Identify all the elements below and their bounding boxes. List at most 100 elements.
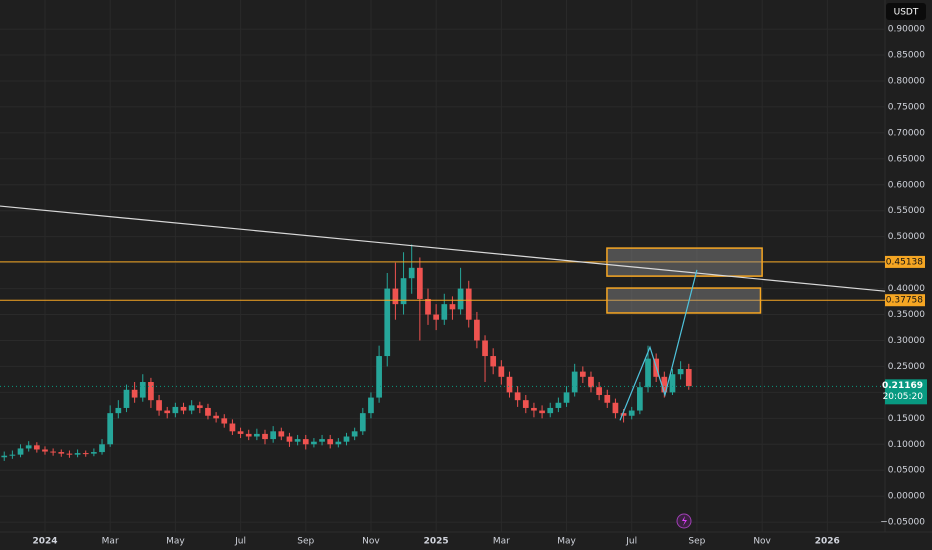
candle-body <box>620 413 627 416</box>
candle-body <box>25 445 32 449</box>
candle-body <box>1 455 8 458</box>
candle-body <box>66 453 73 455</box>
y-tick-label: 0.85000 <box>888 51 925 61</box>
candle-body <box>604 394 611 403</box>
candle-body <box>645 358 651 388</box>
candle-body <box>180 406 187 411</box>
trend-line <box>0 205 886 292</box>
candle-body <box>221 418 228 424</box>
y-tick-label: 0.00000 <box>888 492 925 502</box>
candle-body <box>628 410 635 416</box>
candle-body <box>270 431 277 440</box>
candle-body <box>563 392 570 403</box>
candle-body <box>115 407 122 414</box>
y-tick-label: 0.05000 <box>888 466 925 476</box>
candle-body <box>33 445 40 450</box>
y-tick-label: 0.70000 <box>888 128 925 138</box>
candle-body <box>58 452 65 454</box>
x-tick-label: Nov <box>362 537 380 547</box>
y-tick-label: 0.60000 <box>888 180 925 190</box>
candle-body <box>539 410 545 414</box>
y-tick-label: 0.35000 <box>888 310 925 320</box>
currency: USDT <box>894 8 919 18</box>
x-tick-label: 2026 <box>815 537 840 547</box>
candle-body <box>131 389 138 398</box>
candle-body <box>229 423 236 432</box>
candle-body <box>425 298 431 315</box>
x-tick-label: Nov <box>753 537 771 547</box>
candle-body <box>368 397 374 414</box>
last-price-badge <box>885 379 927 405</box>
candle-body <box>9 454 16 456</box>
candle-body <box>376 356 382 398</box>
candle-body <box>91 452 97 454</box>
candle-body <box>42 449 48 452</box>
candle-body <box>522 400 529 408</box>
last-price-label: 0.21169 <box>882 381 923 391</box>
y-tick-label: 0.10000 <box>888 440 925 450</box>
candle-body <box>506 376 513 393</box>
candle-body <box>555 402 562 408</box>
candle-body <box>669 374 676 393</box>
candle-body <box>50 451 56 453</box>
y-tick-label: 0.40000 <box>888 284 925 294</box>
x-tick-label: May <box>166 537 185 547</box>
candle-body <box>677 369 684 375</box>
projection-path <box>619 269 698 421</box>
x-tick-label: May <box>557 537 576 547</box>
candle-body <box>335 441 342 445</box>
x-tick-label: Jul <box>625 537 637 547</box>
candle-body <box>237 431 244 434</box>
candle-body <box>294 439 301 442</box>
candle-body <box>351 431 358 437</box>
candle-body <box>637 387 643 411</box>
candle-body <box>123 389 130 408</box>
candle-body <box>441 304 448 320</box>
marks <box>0 205 886 461</box>
candle-body <box>319 439 325 442</box>
candle-body <box>392 288 399 305</box>
candle-body <box>156 400 162 411</box>
candle-body <box>588 376 594 388</box>
currency-badge[interactable] <box>886 3 926 20</box>
grid <box>0 0 885 532</box>
candle-body <box>213 415 219 419</box>
candle-body <box>196 405 203 408</box>
candle-body <box>139 382 146 398</box>
candle-body <box>449 304 456 310</box>
y-tick-label: 0.65000 <box>888 154 925 164</box>
y-tick-label: 0.90000 <box>888 25 925 35</box>
candle-body <box>571 371 578 393</box>
labels: −0.050000.000000.050000.100000.150000.20… <box>32 25 927 547</box>
candle-body <box>685 369 692 387</box>
candle-body <box>498 366 505 377</box>
candle-body <box>17 448 24 455</box>
x-tick-label: Jul <box>234 537 246 547</box>
y-tick-label: 0.25000 <box>888 362 925 372</box>
candle-body <box>205 407 211 416</box>
candle-body <box>514 392 521 401</box>
y-tick-label: 0.75000 <box>888 102 925 112</box>
candle-body <box>311 441 317 445</box>
level-badge <box>885 255 925 268</box>
candle-body <box>343 436 350 442</box>
candle-body <box>547 407 554 414</box>
y-tick-label: 0.50000 <box>888 232 925 242</box>
candle-body <box>99 444 105 453</box>
candle-body <box>286 436 293 442</box>
y-tick-label: 0.15000 <box>888 414 925 424</box>
candle-body <box>188 405 195 411</box>
x-tick-label: Mar <box>102 537 119 547</box>
level-badge <box>885 294 925 307</box>
candle-body <box>457 288 464 310</box>
candle-body <box>359 413 366 432</box>
x-tick-label: Sep <box>297 537 314 547</box>
candle-body <box>482 340 488 357</box>
y-tick-label: 0.80000 <box>888 76 925 86</box>
candle-body <box>596 387 602 395</box>
y-tick-label: −0.05000 <box>880 518 925 528</box>
y-tick-label: 0.55000 <box>888 206 925 216</box>
candle-body <box>612 402 619 414</box>
